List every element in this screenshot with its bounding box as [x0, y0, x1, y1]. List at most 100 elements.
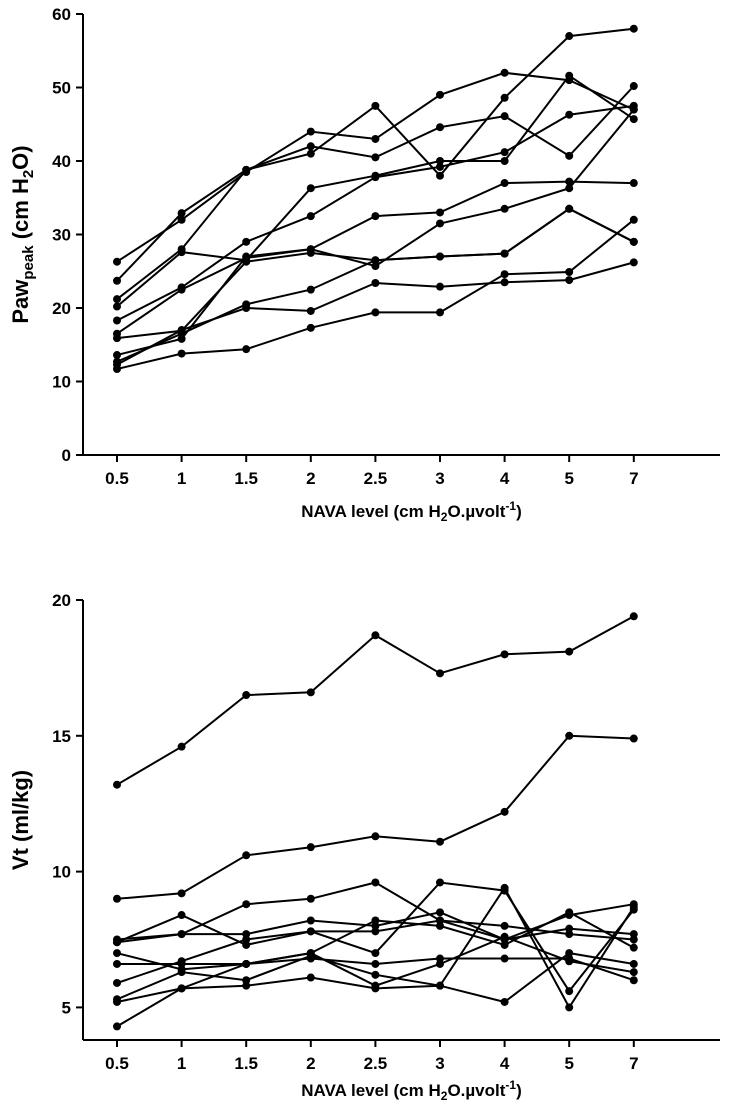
data-point	[500, 954, 509, 963]
data-point	[629, 612, 638, 621]
x-tick-label: 2.5	[364, 469, 388, 488]
data-point	[177, 984, 186, 993]
x-tick-label: 3	[435, 1054, 444, 1073]
x-tick-label: 2.5	[364, 1054, 388, 1073]
data-point	[113, 949, 121, 958]
y-tick-label: 60	[52, 5, 71, 24]
data-point	[242, 935, 251, 944]
data-point	[629, 215, 638, 224]
data-point	[113, 894, 121, 903]
y-axis-title: Vt (ml/kg)	[8, 770, 33, 870]
data-point	[436, 981, 444, 990]
data-point	[565, 1003, 574, 1012]
data-point	[500, 249, 509, 258]
data-point	[565, 32, 574, 41]
data-point	[500, 650, 509, 659]
data-point	[500, 278, 509, 287]
data-point	[500, 93, 509, 102]
y-axis-title: Pawpeak (cm H2O)	[8, 145, 37, 323]
data-point	[371, 279, 380, 288]
x-tick-label: 2	[306, 469, 315, 488]
data-point	[500, 148, 509, 157]
y-tick-label: 10	[52, 863, 71, 882]
y-tick-label: 30	[52, 226, 71, 245]
data-point	[436, 308, 444, 317]
x-tick-label: 1	[177, 1054, 186, 1073]
data-point	[565, 908, 574, 917]
data-point	[306, 127, 315, 136]
data-point	[242, 981, 251, 990]
data-point	[371, 631, 380, 640]
data-point	[113, 257, 121, 266]
data-point	[629, 968, 638, 977]
x-tick-label: 7	[629, 469, 638, 488]
data-point	[306, 916, 315, 925]
data-point	[565, 267, 574, 276]
data-point	[436, 837, 444, 846]
chart-vt: 5 10 15 20 0.5 1 1.5 2 2.5 3 4 5 7 NAVA level (cm H2O…	[8, 591, 720, 1103]
data-point	[629, 115, 638, 124]
data-point	[565, 987, 574, 996]
data-point	[371, 308, 380, 317]
data-point	[436, 171, 444, 180]
data-point	[371, 134, 380, 143]
data-point	[306, 323, 315, 332]
data-point	[177, 911, 186, 920]
data-point	[436, 208, 444, 217]
data-point	[500, 204, 509, 213]
data-point	[306, 212, 315, 221]
data-point	[629, 258, 638, 267]
data-point	[500, 921, 509, 930]
data-point	[436, 162, 444, 171]
x-axis-title: NAVA level (cm H2O.µvolt-1)	[301, 1078, 522, 1103]
data-point	[306, 927, 315, 936]
data-point	[436, 157, 444, 165]
data-point	[500, 940, 509, 949]
y-tick-label: 50	[52, 79, 71, 98]
data-point	[565, 71, 574, 80]
data-point	[436, 252, 444, 261]
data-point	[306, 285, 315, 294]
data-point	[500, 270, 509, 279]
data-point	[629, 734, 638, 743]
data-point	[177, 349, 186, 358]
data-point	[242, 900, 251, 909]
data-point	[242, 237, 251, 246]
data-point	[500, 807, 509, 816]
y-tick-label: 0	[62, 446, 71, 465]
data-point	[629, 82, 638, 91]
data-point	[242, 959, 251, 968]
data-point	[113, 351, 121, 360]
data-point	[177, 957, 186, 966]
data-point	[306, 149, 315, 158]
data-point	[113, 302, 121, 311]
data-point	[371, 970, 380, 979]
data-point	[113, 276, 121, 285]
data-point	[371, 949, 380, 958]
data-point	[565, 731, 574, 740]
chart-paw-peak: 0 10 20 30 40 50 60 0.5 1 1.5 2 2.5 3 4 5 7 NAVA level (…	[8, 5, 720, 524]
data-point	[629, 902, 638, 911]
data-point	[371, 101, 380, 110]
data-point	[371, 262, 380, 271]
data-point	[306, 245, 315, 254]
y-tick-label: 15	[52, 727, 71, 746]
data-point	[371, 173, 380, 182]
data-point	[113, 1022, 121, 1031]
data-point	[629, 943, 638, 952]
data-point	[565, 110, 574, 119]
x-tick-label: 5	[564, 1054, 573, 1073]
data-point	[113, 959, 121, 968]
data-point	[629, 179, 638, 188]
data-point	[436, 959, 444, 968]
data-point	[629, 930, 638, 939]
data-point	[436, 219, 444, 228]
data-point	[629, 105, 638, 114]
data-point	[500, 179, 509, 188]
x-tick-label: 0.5	[105, 1054, 129, 1073]
data-point	[436, 908, 444, 917]
data-point	[371, 916, 380, 925]
data-point	[242, 691, 251, 700]
x-tick-label: 7	[629, 1054, 638, 1073]
